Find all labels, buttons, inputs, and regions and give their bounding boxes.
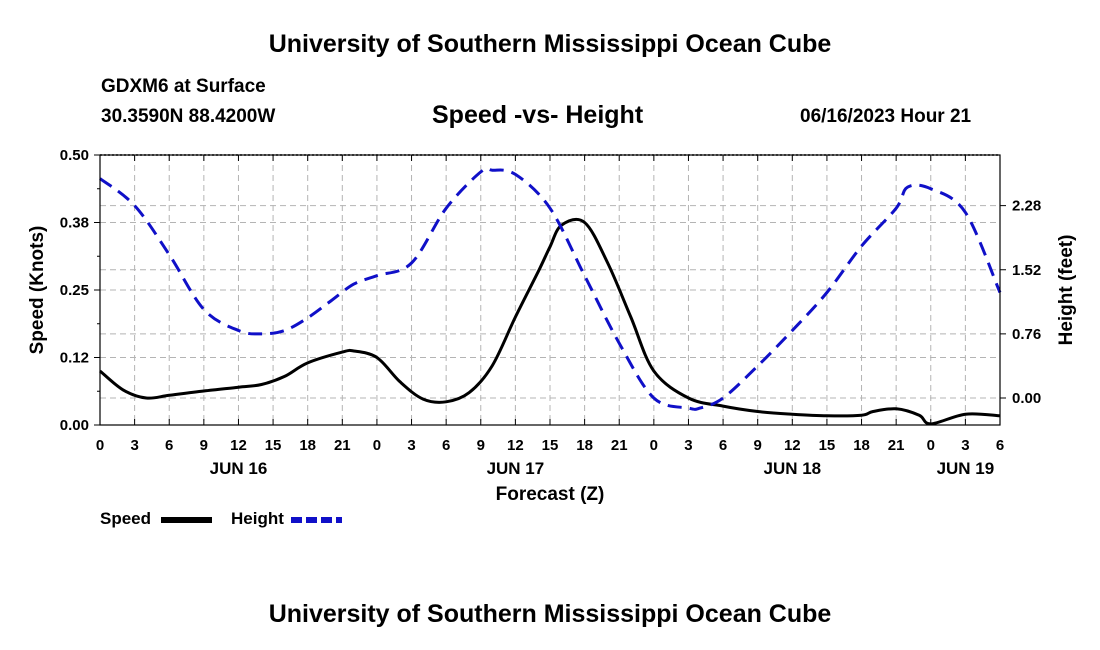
x-tick-label: 0 (373, 437, 381, 454)
y2-tick-label: 2.28 (1012, 198, 1041, 215)
x-tick-label: 0 (650, 437, 658, 454)
speed-height-chart: Forecast (Z) Speed (Knots) Height (feet)… (27, 147, 1077, 505)
x-tick-label: 15 (265, 437, 282, 454)
x-tick-label: 3 (961, 437, 969, 454)
day-label: JUN 16 (210, 459, 268, 478)
x-tick-label: 3 (407, 437, 415, 454)
page-title: University of Southern Mississippi Ocean… (268, 30, 832, 58)
x-tick-label: 12 (230, 437, 247, 454)
forecast-datetime: 06/16/2023 Hour 21 (800, 106, 972, 127)
speed-series-line (99, 218, 1001, 426)
day-label: JUN 17 (487, 459, 545, 478)
legend-speed-swatch (161, 517, 212, 523)
x-tick-label: 18 (299, 437, 316, 454)
x-tick-label: 9 (200, 437, 208, 454)
station-label: GDXM6 at Surface (101, 76, 266, 97)
x-tick-label: 21 (888, 437, 905, 454)
x-tick-label: 6 (165, 437, 173, 454)
x-tick-label: 9 (754, 437, 762, 454)
x-tick-label: 6 (719, 437, 727, 454)
day-label: JUN 18 (763, 459, 821, 478)
x-tick-label: 6 (442, 437, 450, 454)
y-tick-label: 0.50 (60, 147, 89, 164)
y-tick-label: 0.38 (60, 215, 89, 232)
station-coordinates: 30.3590N 88.4200W (101, 106, 276, 127)
x-tick-label: 0 (96, 437, 104, 454)
x-tick-label: 15 (542, 437, 559, 454)
height-series-line (99, 166, 1002, 411)
legend-height-swatch (291, 517, 342, 523)
legend-height-label: Height (231, 509, 284, 528)
y2-tick-label: 0.76 (1012, 326, 1041, 343)
x-tick-label: 9 (477, 437, 485, 454)
footer-title: University of Southern Mississippi Ocean… (268, 600, 832, 628)
x-tick-label: 21 (611, 437, 628, 454)
x-tick-label: 6 (996, 437, 1004, 454)
legend-speed-label: Speed (100, 509, 152, 528)
x-tick-label: 12 (507, 437, 524, 454)
axis-labels: Forecast (Z) Speed (Knots) Height (feet)… (27, 147, 1077, 505)
axes (94, 154, 1006, 426)
y2-tick-label: 1.52 (1012, 262, 1041, 279)
y-tick-label: 0.25 (60, 282, 89, 299)
chart-title: Speed -vs- Height (432, 101, 644, 129)
x-tick-label: 21 (334, 437, 351, 454)
y-axis-title: Speed (Knots) (27, 226, 48, 355)
day-label: JUN 19 (937, 459, 995, 478)
x-tick-label: 3 (130, 437, 138, 454)
grid-lines (100, 155, 1000, 425)
y2-tick-label: 0.00 (1012, 390, 1041, 407)
y-tick-label: 0.12 (60, 350, 89, 367)
x-tick-label: 3 (684, 437, 692, 454)
y-tick-label: 0.00 (60, 417, 89, 434)
x-tick-label: 12 (784, 437, 801, 454)
x-tick-label: 18 (576, 437, 593, 454)
x-tick-label: 18 (853, 437, 870, 454)
x-axis-title: Forecast (Z) (496, 484, 605, 505)
x-tick-label: 0 (927, 437, 935, 454)
series-lines (99, 166, 1002, 426)
x-tick-label: 15 (819, 437, 836, 454)
y2-axis-title: Height (feet) (1056, 235, 1077, 346)
